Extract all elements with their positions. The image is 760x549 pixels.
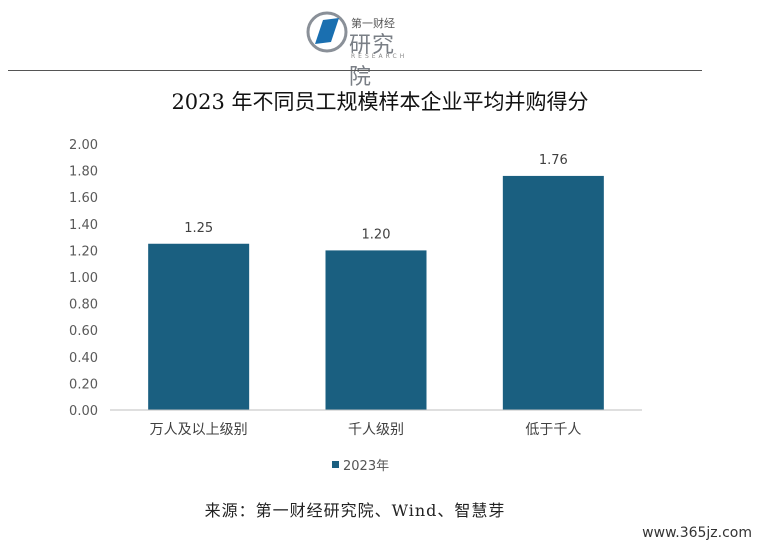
data-labels: 1.25 1.20 1.76 <box>184 153 568 242</box>
logo-icon <box>306 11 348 53</box>
bar <box>325 250 427 410</box>
x-axis-labels: 万人及以上级别 千人级别 低于千人 <box>150 422 582 438</box>
y-tick-label: 0.40 <box>69 351 98 366</box>
y-tick-label: 0.60 <box>69 324 98 339</box>
logo-text-main: 研究院 <box>349 33 396 90</box>
data-label: 1.76 <box>539 153 568 168</box>
y-tick-label: 1.80 <box>69 165 98 180</box>
legend-label: 2023年 <box>343 459 390 474</box>
watermark: www.365jz.com <box>642 525 752 541</box>
header-divider <box>8 70 702 71</box>
y-tick-label: 2.00 <box>69 138 98 153</box>
y-tick-label: 0.80 <box>69 298 98 313</box>
data-label: 1.25 <box>184 221 213 236</box>
logo: 第一财经 研究院 RESEARCH <box>305 8 415 90</box>
bar-chart: 0.00 0.20 0.40 0.60 0.80 1.00 1.20 1.40 1.60 1.80… <box>69 138 642 438</box>
legend-swatch <box>332 461 339 468</box>
y-tick-label: 1.00 <box>69 271 98 286</box>
chart-title: 2023 年不同员工规模样本企业平均并购得分 <box>171 90 589 114</box>
y-tick-label: 1.20 <box>69 244 98 259</box>
x-tick-label: 低于千人 <box>525 422 581 438</box>
x-tick-label: 万人及以上级别 <box>150 422 248 438</box>
bars <box>148 175 604 410</box>
y-tick-label: 0.20 <box>69 377 98 392</box>
y-tick-label: 1.60 <box>69 191 98 206</box>
y-tick-label: 0.00 <box>69 404 98 419</box>
bar <box>148 243 250 410</box>
logo-text-sub: RESEARCH <box>351 53 408 60</box>
x-tick-label: 千人级别 <box>348 422 404 438</box>
bar <box>502 175 604 410</box>
logo-text-top: 第一财经 <box>351 17 395 30</box>
legend: 2023年 <box>332 455 389 474</box>
data-label: 1.20 <box>362 227 391 242</box>
y-tick-label: 1.40 <box>69 218 98 233</box>
y-axis-ticks: 0.00 0.20 0.40 0.60 0.80 1.00 1.20 1.40 1.60 1.80… <box>69 138 98 419</box>
source-note: 来源：第一财经研究院、Wind、智慧芽 <box>204 501 506 520</box>
